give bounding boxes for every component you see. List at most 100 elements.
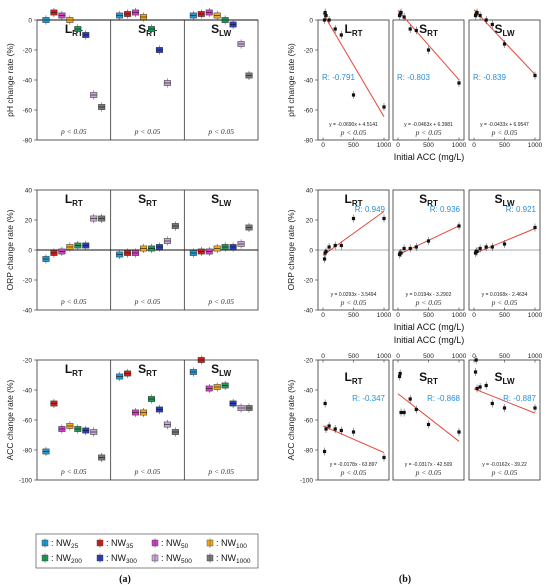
x-tick-label: 1000: [377, 142, 392, 149]
x-tick-label: 0: [396, 312, 400, 319]
y-tick-label: -20: [23, 47, 33, 54]
y-tick-label: -40: [304, 307, 314, 314]
x-tick-label: 1000: [452, 312, 467, 319]
y-axis-label: ORP change rate (%): [286, 209, 296, 290]
y-tick-label: 0: [309, 17, 313, 24]
panel-title: LRT: [344, 192, 362, 208]
p-value: p < 0.05: [60, 467, 87, 476]
x-tick-label: 0: [321, 312, 325, 319]
group-LRT: LRT p < 0.05: [42, 7, 106, 136]
group-title: LRT: [65, 22, 83, 38]
group-title: SLW: [211, 192, 231, 208]
y-tick-label: -20: [23, 277, 33, 284]
group-LRT: LRT p < 0.05: [42, 192, 106, 306]
correlation-r: R: -0.887: [503, 394, 536, 403]
x-tick-label: 500: [499, 312, 510, 319]
panel-title: SRT: [419, 370, 438, 386]
p-value: p < 0.05: [491, 128, 518, 137]
regression-line: [397, 10, 460, 81]
box-chart-a-acc: -20 -40 -60 -80 -100 ACC change rate (%) LRT p …: [5, 355, 259, 484]
y-tick-label: -100: [300, 477, 313, 484]
y-tick-label: 40: [306, 187, 314, 194]
y-tick-label: -40: [23, 77, 33, 84]
regression-equation: y = -0.0178x - 63.897: [330, 462, 378, 468]
legend-item-NW300: : NW300: [96, 553, 137, 565]
panel-title: SLW: [494, 192, 514, 208]
y-tick-label: -20: [304, 277, 314, 284]
group-SRT: SRT p < 0.05: [116, 192, 179, 306]
p-value: p < 0.05: [60, 127, 87, 136]
p-value: p < 0.05: [134, 467, 161, 476]
panel-SLW: 0 500 1000 SLW R: -0.839 y = -0.0433x + 6.954…: [468, 8, 543, 149]
x-tick-label: 1000: [528, 312, 543, 319]
group-SRT: SRT p < 0.05: [116, 362, 179, 476]
legend-item-NW100: : NW100: [206, 538, 247, 550]
x-tick-label: 0: [321, 142, 325, 149]
y-tick-label: -40: [304, 387, 314, 394]
x-tick-label: 0: [321, 353, 325, 360]
panel-title: SLW: [494, 22, 514, 38]
panel-LRT: 0 500 1000 LRT R: -0.791 y = -0.0690x + 4.514…: [317, 8, 392, 149]
x-tick-label: 0: [472, 312, 476, 319]
legend-item-NW500: : NW500: [151, 553, 192, 565]
x-tick-label: 500: [423, 142, 434, 149]
group-LRT: LRT p < 0.05: [42, 362, 106, 476]
group-title: SLW: [211, 362, 231, 378]
group-SLW: SLW p < 0.05: [189, 192, 253, 306]
correlation-r: R: 0.921: [506, 205, 537, 214]
box-chart-a-orp: 40 20 0 -20 -40 ORP change rate (%) LRT p < 0.0…: [5, 187, 259, 314]
correlation-r: R: -0.347: [352, 394, 385, 403]
y-axis-label: ORP change rate (%): [5, 209, 15, 290]
regression-line: [473, 388, 536, 414]
y-tick-label: -60: [23, 417, 33, 424]
panel-SRT: 0 500 1000 SRT R: -0.803 y = -0.0463x + 6.398…: [392, 8, 467, 149]
y-tick-label: -60: [304, 107, 314, 114]
p-value: p < 0.05: [340, 128, 367, 137]
panel-label-a: (a): [119, 574, 131, 585]
panel-title: SLW: [494, 370, 514, 386]
regression-equation: y = 0.0168x - 2.4634: [482, 292, 528, 298]
y-axis-label: pH change rate (%): [5, 43, 15, 117]
x-tick-label: 1000: [377, 312, 392, 319]
p-value: p < 0.05: [207, 127, 234, 136]
regression-line: [322, 12, 385, 117]
p-value: p < 0.05: [207, 467, 234, 476]
regression-line: [322, 425, 385, 454]
p-value: p < 0.05: [415, 298, 442, 307]
y-tick-label: -60: [23, 107, 33, 114]
legend-item-NW50: : NW50: [151, 538, 189, 550]
panel-title: SRT: [419, 192, 438, 208]
regression-equation: y = -0.0690x + 4.5141: [329, 122, 378, 128]
group-title: LRT: [65, 192, 83, 208]
y-tick-label: -80: [304, 137, 314, 144]
y-tick-label: -40: [23, 307, 33, 314]
plot-frame: [468, 359, 541, 481]
y-axis-label: ACC change rate (%): [286, 379, 296, 460]
correlation-r: R: -0.868: [427, 394, 460, 403]
y-tick-label: 0: [28, 17, 32, 24]
legend-item-NW35: : NW35: [96, 538, 134, 550]
p-value: p < 0.05: [491, 298, 518, 307]
group-title: SRT: [138, 362, 157, 378]
legend-item-NW1000: : NW1000: [206, 553, 251, 565]
y-tick-label: -40: [23, 387, 33, 394]
p-value: p < 0.05: [134, 297, 161, 306]
scatter-chart-b-orp: 40 20 0 -20 -40 ORP change rate (%) Initial AC…: [286, 187, 543, 332]
y-tick-label: -80: [23, 137, 33, 144]
x-tick-label: 500: [499, 142, 510, 149]
y-tick-label: -20: [304, 47, 314, 54]
p-value: p < 0.05: [415, 468, 442, 477]
legend-label: : NW300: [106, 553, 137, 565]
regression-equation: y = 0.0293x - 3.5494: [331, 292, 377, 298]
group-title: SLW: [211, 22, 231, 38]
group-title: LRT: [65, 362, 83, 378]
x-axis-label: Initial ACC (mg/L): [394, 152, 465, 162]
y-tick-label: 20: [25, 217, 33, 224]
plot-frame: [317, 359, 390, 481]
legend: : NW25: NW35: NW50: NW100: NW200: NW300:…: [35, 533, 259, 569]
y-tick-label: -60: [304, 417, 314, 424]
x-tick-label: 1000: [452, 142, 467, 149]
p-value: p < 0.05: [207, 297, 234, 306]
